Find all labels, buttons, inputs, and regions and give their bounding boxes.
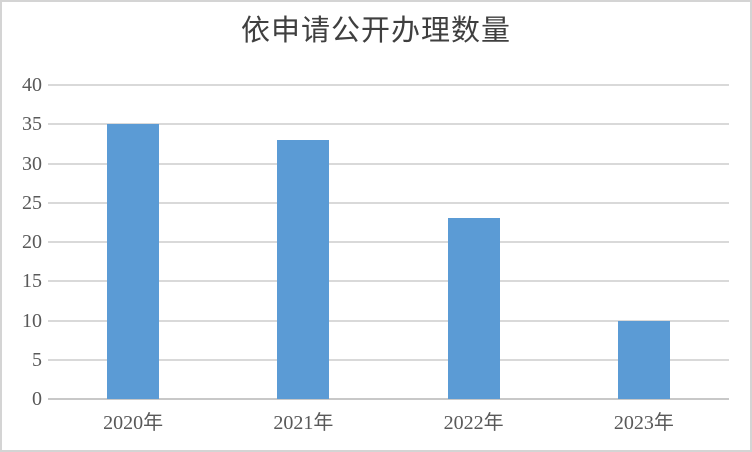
- bar-2: [447, 218, 500, 399]
- gridline: [48, 201, 729, 204]
- gridline: [48, 358, 729, 361]
- y-tick-label: 0: [32, 388, 42, 410]
- y-tick-label: 15: [22, 270, 42, 293]
- gridline: [48, 241, 729, 243]
- y-tick-label: 10: [22, 309, 42, 332]
- bar-3: [617, 320, 670, 399]
- gridline: [48, 162, 729, 165]
- chart-title: 依申请公开办理数量: [240, 15, 511, 47]
- x-tick-label: 2023年: [613, 412, 674, 434]
- y-tick-label: 30: [22, 152, 42, 175]
- bar-0: [107, 124, 160, 399]
- gridline: [48, 319, 729, 322]
- x-tick-label: 2022年: [443, 412, 504, 434]
- x-tick-label: 2021年: [273, 412, 334, 434]
- y-tick-label: 25: [22, 191, 42, 214]
- x-axis-line: [48, 398, 729, 400]
- y-tick-label: 35: [22, 113, 42, 136]
- y-tick-label: 5: [32, 348, 42, 371]
- gridline: [48, 84, 729, 86]
- y-tick-label: 20: [22, 231, 42, 253]
- x-tick-label: 2020年: [103, 412, 164, 434]
- gridline: [48, 123, 729, 126]
- bar-1: [277, 139, 330, 399]
- gridline: [48, 280, 729, 283]
- y-tick-label: 40: [22, 74, 42, 96]
